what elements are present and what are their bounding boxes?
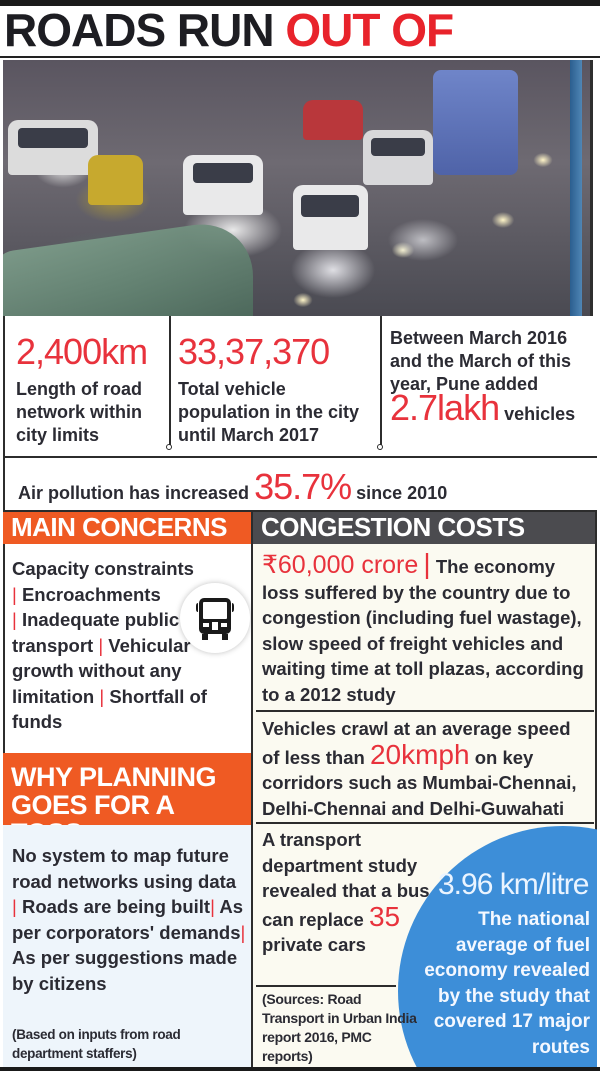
headline-part-black: ROADS RUN <box>4 4 286 56</box>
bus-icon <box>196 598 234 640</box>
headline-rule <box>0 56 600 58</box>
concern-item: Inadequate public transport <box>12 609 180 656</box>
photo-car <box>303 100 363 140</box>
stat-road-length-label: Length of road network within city limit… <box>16 379 142 445</box>
sources-divider <box>256 985 396 987</box>
concern-item: Vehicular growth without any limitation <box>12 634 191 707</box>
stat-vehicle-population-label: Total vehicle population in the city unt… <box>178 379 359 445</box>
air-pollution-suffix: since 2010 <box>351 483 448 503</box>
average-speed-block: Vehicles crawl at an average speed of le… <box>262 716 592 821</box>
stat-divider-1 <box>169 316 171 448</box>
separator: | <box>12 583 17 605</box>
cost-divider-2 <box>256 822 594 824</box>
concern-item: Shortfall of funds <box>12 685 207 733</box>
bus-replacement-block: A transport department study revealed th… <box>262 827 437 958</box>
separator: | <box>99 685 105 707</box>
photo-car <box>8 120 98 175</box>
stat-vehicles-added-suffix: vehicles <box>504 404 576 424</box>
bus-replacement-suffix: private cars <box>262 934 366 955</box>
air-divider <box>3 510 597 512</box>
photo-car <box>293 185 368 250</box>
average-speed-suffix: on key corridors such as Mumbai-Chennai,… <box>262 746 577 819</box>
concern-item: Encroachments <box>21 583 161 605</box>
frame-right-border <box>595 512 597 1071</box>
bottom-rule <box>0 1067 600 1071</box>
photo-car <box>363 130 433 185</box>
photo-pole <box>570 60 582 316</box>
photo-blue-bus <box>433 70 518 175</box>
concern-item: Capacity constraints <box>12 558 194 579</box>
photo-bus-roof <box>3 216 253 316</box>
congestion-costs-heading: CONGESTION COSTS <box>253 512 597 544</box>
fuel-economy-text: The national average of fuel economy rev… <box>424 909 590 1058</box>
why-planning-heading-line1: WHY PLANNING <box>11 762 217 792</box>
main-concerns-list: Capacity constraints | Encroachments | I… <box>12 556 242 735</box>
why-planning-heading: WHY PLANNING GOES FOR A TOSS <box>3 753 251 847</box>
cost-divider-1 <box>256 710 594 712</box>
planning-item: As per corporators' demands <box>12 896 243 943</box>
why-planning-panel <box>3 825 251 1069</box>
stat-road-length-value: 2,400km <box>16 331 148 372</box>
air-pollution-prefix: Air pollution has increased <box>18 483 255 503</box>
stat-divider-dot <box>166 444 172 450</box>
traffic-jam-photo <box>3 60 593 316</box>
sources-note: (Sources: Road Transport in Urban India … <box>262 991 417 1064</box>
planning-item: Roads are being built <box>21 896 211 917</box>
economy-loss-text: The economy loss suffered by the country… <box>262 556 584 705</box>
stat-vehicles-added-value: 2.7lakh <box>390 387 500 428</box>
photo-car <box>183 155 263 215</box>
stat-vehicle-population-value: 33,37,370 <box>178 331 330 372</box>
planning-item: No system to map future road networks us… <box>12 845 237 892</box>
average-speed-value: 20kmph <box>369 738 470 770</box>
column-divider <box>251 512 253 1071</box>
stat-divider-dot <box>377 444 383 450</box>
separator: | <box>423 548 431 579</box>
separator: | <box>240 921 246 943</box>
main-concerns-heading: MAIN CONCERNS <box>3 512 251 544</box>
why-planning-list: No system to map future road networks us… <box>12 843 246 996</box>
economy-loss-value: ₹60,000 crore <box>262 551 419 579</box>
air-pollution-value: 35.7% <box>254 466 352 507</box>
stat-vehicles-added: Between March 2016 and the March of this… <box>390 327 595 426</box>
fuel-economy-value: 3.96 km/litre <box>438 868 589 901</box>
bus-replacement-prefix: A transport department study revealed th… <box>262 829 430 930</box>
why-planning-note: (Based on inputs from road department st… <box>12 1027 181 1061</box>
frame-left-border <box>3 316 5 512</box>
separator: | <box>98 634 104 656</box>
stat-vehicles-added-prefix: Between March 2016 and the March of this… <box>390 328 572 394</box>
average-speed-prefix: Vehicles crawl at an average speed of le… <box>262 718 571 768</box>
top-rule <box>0 0 600 6</box>
economy-loss-block: ₹60,000 crore | The economy loss suffere… <box>262 548 592 707</box>
stat-divider-2 <box>380 316 382 448</box>
headline: ROADS RUN OUT OF SPACE <box>4 4 600 102</box>
fuel-circle-clip <box>253 824 597 1071</box>
bus-replacement-value: 35 <box>368 900 401 932</box>
separator: | <box>210 896 215 917</box>
bus-icon-badge <box>180 583 250 653</box>
air-pollution-stat: Air pollution has increased 35.7% since … <box>18 466 447 508</box>
planning-item: As per suggestions made by citizens <box>12 947 238 994</box>
separator: | <box>12 609 17 630</box>
separator: | <box>12 896 17 917</box>
stats-divider <box>3 456 597 458</box>
photo-autorickshaw <box>88 155 143 205</box>
